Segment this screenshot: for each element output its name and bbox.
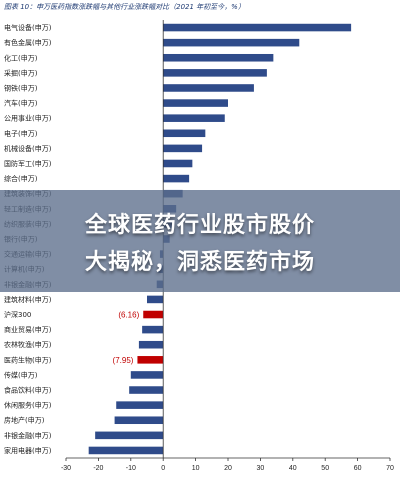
category-label: 商业贸易(申万) xyxy=(4,325,52,334)
category-label: 医药生物(申万) xyxy=(4,355,52,364)
banner-line-2: 大揭秘，洞悉医药市场 xyxy=(84,250,315,275)
category-label: 采掘(申万) xyxy=(4,68,38,77)
category-label: 汽车(申万) xyxy=(4,99,38,108)
category-label: 食品饮料(申万) xyxy=(4,386,52,395)
category-label: 国防军工(申万) xyxy=(4,159,52,168)
x-axis-ticks: -30 -20 -10 0 10 20 30 40 50 60 70 xyxy=(61,458,394,472)
x-tick-label: 50 xyxy=(321,465,329,472)
bar xyxy=(163,174,190,183)
bar xyxy=(95,431,164,440)
data-label: (6.16) xyxy=(118,311,139,320)
bar xyxy=(142,325,164,334)
bar xyxy=(163,53,274,62)
category-label: 钢铁(申万) xyxy=(4,83,38,92)
category-label: 公用事业(申万) xyxy=(4,114,52,123)
bar xyxy=(163,114,225,122)
x-tick-label: -30 xyxy=(61,465,71,472)
category-label: 沪深300 xyxy=(4,310,31,319)
bar xyxy=(163,23,352,32)
x-tick-label: 10 xyxy=(192,465,200,472)
bar xyxy=(163,84,254,92)
x-tick-label: 60 xyxy=(354,465,362,472)
bar xyxy=(130,371,164,379)
category-label: 休闲服务(申万) xyxy=(4,401,52,410)
bar xyxy=(137,356,164,364)
bar xyxy=(143,310,164,319)
x-tick-label: 30 xyxy=(257,465,265,472)
x-tick-label: -10 xyxy=(126,465,136,472)
bar xyxy=(114,416,164,425)
chart-title: 图表 10：申万医药指数涨跌幅与其他行业涨跌幅对比（2021 年初至今，%） xyxy=(4,3,245,11)
category-label: 电子(申万) xyxy=(4,129,38,138)
bar xyxy=(163,69,267,77)
bar xyxy=(88,446,164,455)
bar xyxy=(163,99,228,107)
category-label: 化工(申万) xyxy=(4,53,38,62)
bar xyxy=(163,129,206,138)
bar xyxy=(116,401,164,409)
bar xyxy=(163,144,203,153)
data-label: (7.95) xyxy=(113,356,134,365)
banner-line-1: 全球医药行业股市股价 xyxy=(84,213,315,238)
x-tick-label: 20 xyxy=(224,465,232,472)
x-tick-label: 0 xyxy=(161,465,165,472)
bar xyxy=(163,159,193,168)
bar xyxy=(147,295,164,304)
category-label: 农林牧渔(申万) xyxy=(4,340,52,349)
bar xyxy=(129,386,164,394)
category-label: 家用电器(申万) xyxy=(4,446,52,455)
x-tick-label: 70 xyxy=(386,465,394,472)
overlay-banner: 全球医药行业股市股价 大揭秘，洞悉医药市场 xyxy=(0,190,400,292)
x-tick-label: 40 xyxy=(289,465,297,472)
category-label: 房地产(申万) xyxy=(4,416,45,425)
category-label: 传媒(申万) xyxy=(4,370,38,379)
category-label: 机械设备(申万) xyxy=(4,144,52,153)
category-label: 非银金融(申万) xyxy=(4,431,52,440)
category-label: 建筑材料(申万) xyxy=(4,295,52,304)
category-label: 综合(申万) xyxy=(4,174,38,183)
category-label: 有色金属(申万) xyxy=(4,38,52,47)
bar xyxy=(163,38,300,47)
bar xyxy=(138,340,164,349)
x-tick-label: -20 xyxy=(93,465,103,472)
data-labels: (6.16) (7.95) xyxy=(113,311,140,365)
category-label: 电气设备(申万) xyxy=(4,23,52,32)
